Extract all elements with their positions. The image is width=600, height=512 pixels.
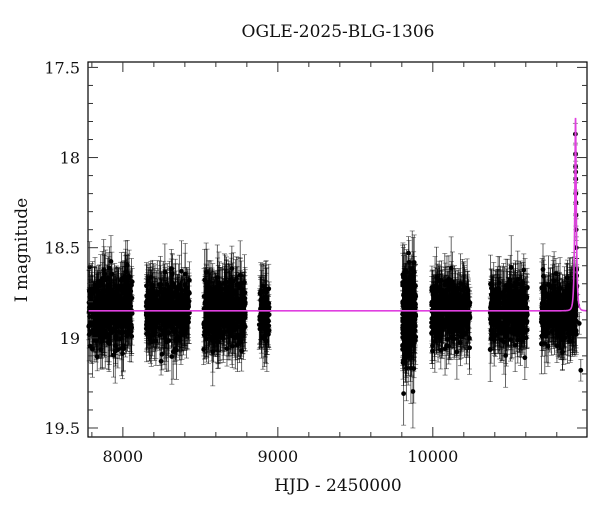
- y-tick-label: 17.5: [44, 58, 80, 77]
- data-points: [86, 122, 584, 429]
- x-axis-label: HJD - 2450000: [274, 476, 402, 496]
- y-tick-label: 19: [60, 329, 80, 348]
- y-tick-label: 18: [60, 149, 80, 168]
- x-tick-label: 8000: [103, 447, 144, 466]
- x-tick-label: 9000: [257, 447, 298, 466]
- model-curve: [88, 117, 588, 312]
- y-tick-label: 18.5: [44, 239, 80, 258]
- x-tick-label: 10000: [407, 447, 458, 466]
- y-tick-label: 19.5: [44, 419, 80, 438]
- chart-title: OGLE-2025-BLG-1306: [241, 22, 435, 42]
- axes: 8000 9000 10000 17.5 18 18.5 19 19.5: [44, 58, 588, 466]
